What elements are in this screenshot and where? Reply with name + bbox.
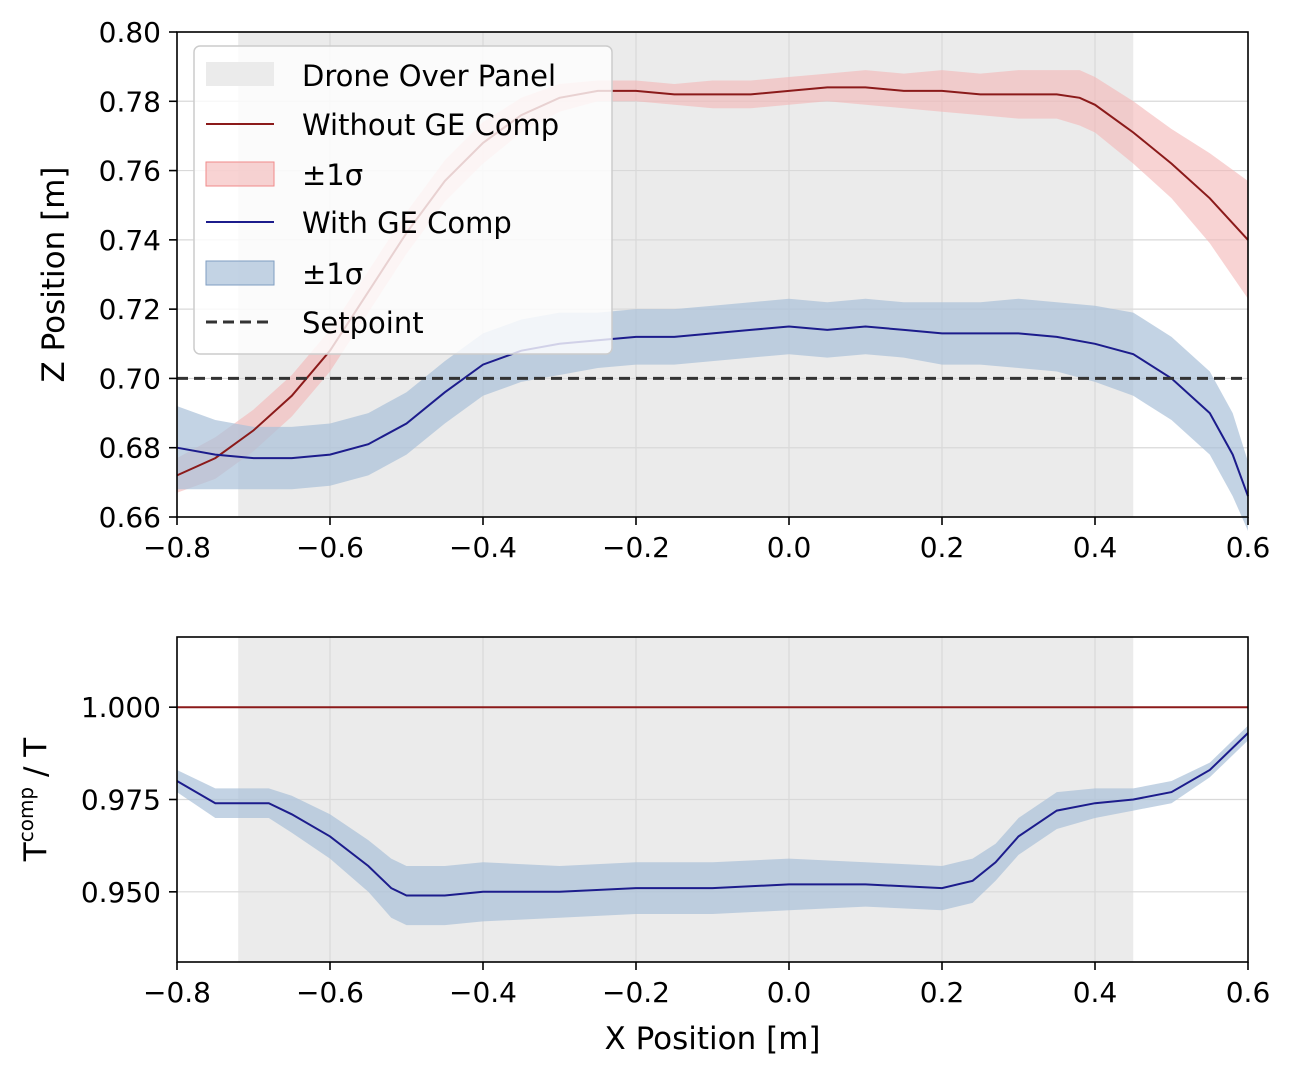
top-ytick-label-1: 0.68 (99, 432, 161, 465)
bot-xtick-label-7: 0.6 (1226, 976, 1271, 1009)
bottom-y-ticks: 0.950 0.975 1.000 (81, 691, 177, 909)
top-y-axis-label: Z Position [m] (36, 166, 72, 382)
x-axis-label: X Position [m] (604, 1021, 820, 1057)
legend-swatch-panel-region (206, 62, 274, 86)
thrust-ratio-chart: −0.8 −0.6 −0.4 −0.2 0.0 0.2 0.4 0.6 0.950 0.975 1… (14, 636, 1270, 1057)
legend-label-without-band: ±1σ (302, 158, 363, 192)
bot-xtick-label-2: −0.4 (449, 976, 517, 1009)
legend-label-with-band: ±1σ (302, 257, 363, 291)
legend-label-without-ge-comp: Without GE Comp (302, 108, 559, 142)
legend-label-setpoint: Setpoint (302, 306, 424, 340)
z-position-chart: −0.8 −0.6 −0.4 −0.2 0.0 0.2 0.4 0.6 0.66 0.68 0.7… (36, 16, 1270, 564)
top-xtick-label-4: 0.0 (767, 531, 812, 564)
bot-ytick-label-2: 1.000 (81, 691, 161, 724)
legend-swatch-with-band (205, 260, 275, 286)
top-with-ge-comp-band (177, 298, 1248, 531)
top-ytick-label-4: 0.74 (99, 224, 161, 257)
top-ytick-label-6: 0.78 (99, 85, 161, 118)
legend-label-panel-region: Drone Over Panel (302, 59, 556, 93)
bot-xtick-label-0: −0.8 (143, 976, 211, 1009)
legend-box (193, 45, 613, 355)
top-xtick-label-2: −0.4 (449, 531, 517, 564)
bottom-with-ge-comp-line (176, 732, 1249, 897)
bot-xtick-label-3: −0.2 (602, 976, 670, 1009)
top-ytick-label-7: 0.80 (99, 16, 161, 49)
bot-xtick-label-5: 0.2 (920, 976, 965, 1009)
top-x-ticks: −0.8 −0.6 −0.4 −0.2 0.0 0.2 0.4 0.6 (143, 517, 1270, 564)
top-ytick-label-3: 0.72 (99, 293, 161, 326)
top-ytick-label-2: 0.70 (99, 362, 161, 395)
bot-xtick-label-1: −0.6 (296, 976, 364, 1009)
bot-ytick-label-1: 0.975 (81, 784, 161, 817)
legend-label-with-ge-comp: With GE Comp (302, 206, 512, 240)
bottom-y-axis-label: Tcomp / T (14, 737, 54, 863)
top-xtick-label-1: −0.6 (296, 531, 364, 564)
top-y-ticks: 0.66 0.68 0.70 0.72 0.74 0.76 0.78 0.80 (99, 16, 177, 534)
top-xtick-label-7: 0.6 (1226, 531, 1271, 564)
top-ytick-label-5: 0.76 (99, 155, 161, 188)
top-xtick-label-0: −0.8 (143, 531, 211, 564)
legend-swatch-without-band (205, 161, 275, 187)
legend: Drone Over Panel Without GE Comp ±1σ Wit… (193, 45, 613, 355)
top-plot-frame (176, 31, 1249, 518)
bot-xtick-label-4: 0.0 (767, 976, 812, 1009)
top-xtick-label-5: 0.2 (920, 531, 965, 564)
bot-ytick-label-0: 0.950 (81, 876, 161, 909)
top-with-ge-comp-line (176, 325, 1249, 497)
bot-xtick-label-6: 0.4 (1073, 976, 1118, 1009)
top-xtick-label-3: −0.2 (602, 531, 670, 564)
top-ytick-label-0: 0.66 (99, 501, 161, 534)
bottom-x-ticks: −0.8 −0.6 −0.4 −0.2 0.0 0.2 0.4 0.6 (143, 962, 1270, 1009)
top-xtick-label-6: 0.4 (1073, 531, 1118, 564)
